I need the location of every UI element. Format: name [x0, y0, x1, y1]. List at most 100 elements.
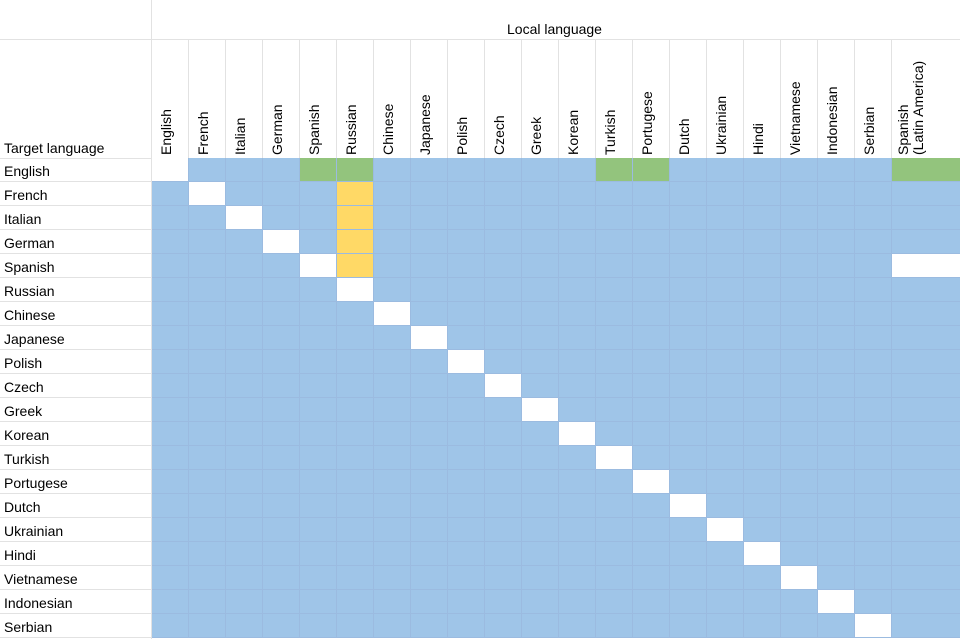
- matrix-cell[interactable]: [485, 446, 522, 470]
- matrix-cell[interactable]: [522, 326, 559, 350]
- matrix-cell[interactable]: [892, 206, 960, 230]
- matrix-cell[interactable]: [633, 182, 670, 206]
- matrix-cell[interactable]: [411, 182, 448, 206]
- matrix-cell[interactable]: [744, 494, 781, 518]
- matrix-cell[interactable]: [670, 278, 707, 302]
- matrix-cell[interactable]: [818, 566, 855, 590]
- matrix-cell[interactable]: [633, 350, 670, 374]
- matrix-cell[interactable]: [596, 566, 633, 590]
- matrix-cell[interactable]: [818, 158, 855, 182]
- matrix-cell[interactable]: [374, 158, 411, 182]
- matrix-cell[interactable]: [152, 182, 189, 206]
- matrix-cell[interactable]: [892, 542, 960, 566]
- matrix-cell[interactable]: [818, 230, 855, 254]
- matrix-cell[interactable]: [374, 494, 411, 518]
- matrix-cell[interactable]: [892, 278, 960, 302]
- matrix-cell[interactable]: [226, 206, 263, 230]
- matrix-cell[interactable]: [485, 254, 522, 278]
- matrix-cell[interactable]: [670, 614, 707, 638]
- matrix-cell[interactable]: [300, 566, 337, 590]
- matrix-cell[interactable]: [226, 470, 263, 494]
- matrix-cell[interactable]: [596, 374, 633, 398]
- matrix-cell[interactable]: [485, 206, 522, 230]
- matrix-cell[interactable]: [152, 542, 189, 566]
- matrix-cell[interactable]: [781, 302, 818, 326]
- matrix-cell[interactable]: [226, 326, 263, 350]
- matrix-cell[interactable]: [744, 326, 781, 350]
- matrix-cell[interactable]: [707, 254, 744, 278]
- matrix-cell[interactable]: [226, 518, 263, 542]
- matrix-cell[interactable]: [818, 446, 855, 470]
- matrix-cell[interactable]: [522, 158, 559, 182]
- matrix-cell[interactable]: [633, 254, 670, 278]
- matrix-cell[interactable]: [855, 230, 892, 254]
- matrix-cell[interactable]: [189, 230, 226, 254]
- matrix-cell[interactable]: [300, 182, 337, 206]
- matrix-cell[interactable]: [855, 398, 892, 422]
- matrix-cell[interactable]: [226, 446, 263, 470]
- matrix-cell[interactable]: [374, 446, 411, 470]
- matrix-cell[interactable]: [744, 254, 781, 278]
- matrix-cell[interactable]: [633, 302, 670, 326]
- matrix-cell[interactable]: [189, 590, 226, 614]
- matrix-cell[interactable]: [744, 206, 781, 230]
- matrix-cell[interactable]: [559, 614, 596, 638]
- matrix-cell[interactable]: [263, 494, 300, 518]
- matrix-cell[interactable]: [559, 590, 596, 614]
- matrix-cell[interactable]: [781, 182, 818, 206]
- matrix-cell[interactable]: [522, 398, 559, 422]
- matrix-cell[interactable]: [633, 566, 670, 590]
- matrix-cell[interactable]: [374, 590, 411, 614]
- matrix-cell[interactable]: [300, 518, 337, 542]
- matrix-cell[interactable]: [152, 374, 189, 398]
- matrix-cell[interactable]: [670, 350, 707, 374]
- matrix-cell[interactable]: [633, 446, 670, 470]
- matrix-cell[interactable]: [670, 398, 707, 422]
- matrix-cell[interactable]: [818, 494, 855, 518]
- matrix-cell[interactable]: [892, 446, 960, 470]
- matrix-cell[interactable]: [263, 542, 300, 566]
- matrix-cell[interactable]: [189, 446, 226, 470]
- matrix-cell[interactable]: [559, 518, 596, 542]
- matrix-cell[interactable]: [485, 182, 522, 206]
- matrix-cell[interactable]: [189, 614, 226, 638]
- matrix-cell[interactable]: [522, 350, 559, 374]
- matrix-cell[interactable]: [189, 542, 226, 566]
- matrix-cell[interactable]: [670, 590, 707, 614]
- matrix-cell[interactable]: [892, 158, 960, 182]
- matrix-cell[interactable]: [559, 422, 596, 446]
- matrix-cell[interactable]: [596, 590, 633, 614]
- matrix-cell[interactable]: [300, 590, 337, 614]
- matrix-cell[interactable]: [152, 230, 189, 254]
- matrix-cell[interactable]: [707, 182, 744, 206]
- matrix-cell[interactable]: [411, 254, 448, 278]
- matrix-cell[interactable]: [485, 422, 522, 446]
- matrix-cell[interactable]: [448, 470, 485, 494]
- matrix-cell[interactable]: [707, 494, 744, 518]
- matrix-cell[interactable]: [707, 350, 744, 374]
- matrix-cell[interactable]: [670, 470, 707, 494]
- matrix-cell[interactable]: [781, 326, 818, 350]
- matrix-cell[interactable]: [189, 182, 226, 206]
- matrix-cell[interactable]: [522, 446, 559, 470]
- matrix-cell[interactable]: [855, 518, 892, 542]
- matrix-cell[interactable]: [411, 518, 448, 542]
- matrix-cell[interactable]: [263, 254, 300, 278]
- matrix-cell[interactable]: [337, 494, 374, 518]
- matrix-cell[interactable]: [337, 422, 374, 446]
- matrix-cell[interactable]: [781, 230, 818, 254]
- matrix-cell[interactable]: [670, 158, 707, 182]
- matrix-cell[interactable]: [374, 230, 411, 254]
- matrix-cell[interactable]: [263, 206, 300, 230]
- matrix-cell[interactable]: [337, 566, 374, 590]
- matrix-cell[interactable]: [855, 422, 892, 446]
- matrix-cell[interactable]: [781, 566, 818, 590]
- matrix-cell[interactable]: [300, 494, 337, 518]
- matrix-cell[interactable]: [152, 470, 189, 494]
- matrix-cell[interactable]: [152, 398, 189, 422]
- matrix-cell[interactable]: [189, 254, 226, 278]
- matrix-cell[interactable]: [670, 206, 707, 230]
- matrix-cell[interactable]: [855, 590, 892, 614]
- matrix-cell[interactable]: [670, 230, 707, 254]
- matrix-cell[interactable]: [892, 302, 960, 326]
